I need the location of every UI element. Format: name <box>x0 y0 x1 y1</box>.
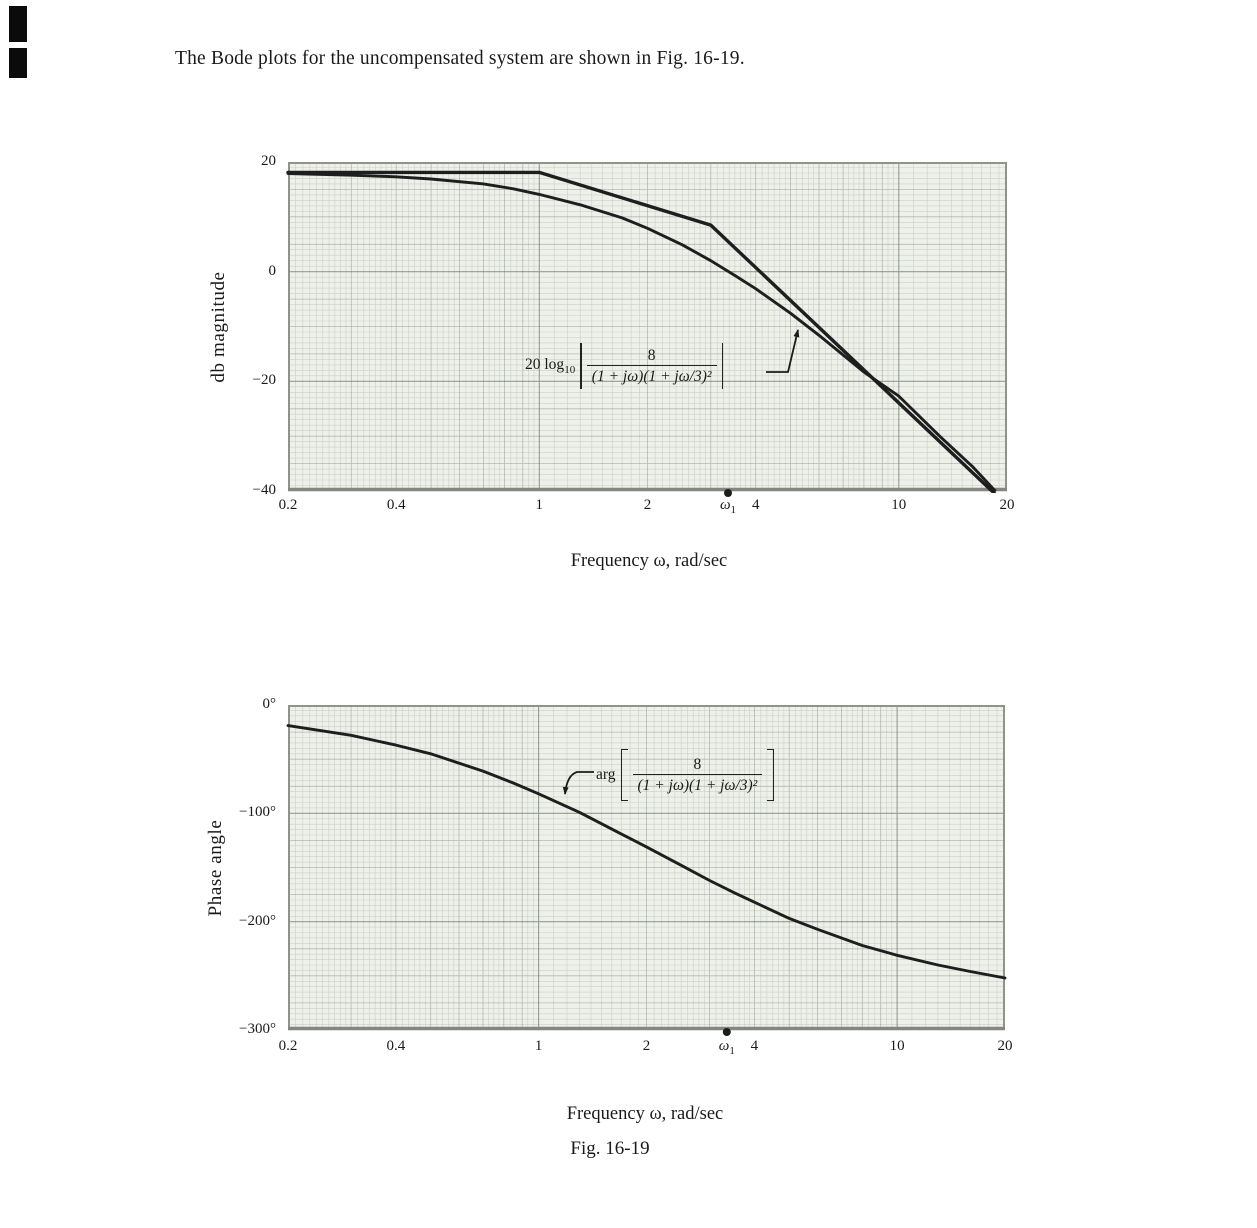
x-tick-label: 0.4 <box>386 1038 406 1054</box>
abs-value-bar-right <box>721 343 724 389</box>
x-tick-label: 2 <box>643 497 652 513</box>
magnitude-x-axis-label: Frequency ω, rad/sec <box>570 551 728 571</box>
y-tick-label: −200° <box>239 912 276 929</box>
x-tick-label: 0.4 <box>386 497 406 513</box>
phase-plot-canvas <box>286 705 1007 1036</box>
phase-y-tick-labels: 0° −100° −200° −300° <box>222 696 280 1037</box>
magnitude-curve-annotation: 20 log10 8 (1 + jω)(1 + jω/3)² <box>525 343 724 389</box>
scan-artifact-mark <box>9 48 27 78</box>
x-tick-label: 10 <box>889 1038 905 1054</box>
y-tick-label: 20 <box>261 153 276 169</box>
magnitude-plot-canvas <box>286 162 1007 497</box>
abs-value-bar-left <box>580 343 582 389</box>
x-tick-omega1: ω1 <box>719 497 737 516</box>
x-tick-label: 20 <box>997 1038 1013 1054</box>
scan-artifact-mark <box>9 6 27 42</box>
figure-caption: Fig. 16-19 <box>570 1138 650 1159</box>
bracket-left <box>620 749 628 801</box>
magnitude-x-tick-labels: 0.2 0.4 1 2 ω1 4 10 20 <box>279 497 1015 523</box>
x-tick-label: 20 <box>999 497 1015 513</box>
x-tick-label: 10 <box>891 497 907 513</box>
x-tick-label: 0.2 <box>278 1038 298 1054</box>
x-tick-label: 1 <box>534 1038 543 1054</box>
x-tick-label: 4 <box>751 497 760 513</box>
y-tick-label: −300° <box>239 1021 276 1037</box>
y-tick-label: 0° <box>262 696 277 712</box>
phase-curve-annotation: arg 8 (1 + jω)(1 + jω/3)² <box>596 749 775 801</box>
x-tick-omega1: ω1 <box>718 1038 735 1057</box>
transfer-function-fraction: 8 (1 + jω)(1 + jω/3)² <box>586 347 717 386</box>
phase-x-axis-label: Frequency ω, rad/sec <box>566 1104 724 1124</box>
y-tick-label: −40 <box>252 482 276 498</box>
bracket-right <box>767 749 775 801</box>
annotation-prefix: 20 log10 <box>525 355 576 377</box>
phase-plot-area: arg 8 (1 + jω)(1 + jω/3)² <box>286 705 1007 1036</box>
phase-x-tick-labels: 0.2 0.4 1 2 ω1 4 10 20 <box>279 1038 1013 1064</box>
x-tick-label: 1 <box>535 497 544 513</box>
transfer-function-fraction: 8 (1 + jω)(1 + jω/3)² <box>632 756 763 795</box>
intro-text: The Bode plots for the uncompensated sys… <box>175 48 745 69</box>
annotation-prefix: arg <box>596 766 616 783</box>
x-tick-label: 2 <box>642 1038 651 1054</box>
magnitude-plot-area: 20 log10 8 (1 + jω)(1 + jω/3)² <box>286 162 1007 497</box>
magnitude-y-tick-labels: 20 0 −20 −40 <box>222 153 280 498</box>
x-tick-label: 4 <box>750 1038 759 1054</box>
y-tick-label: 0 <box>268 262 277 279</box>
x-tick-label: 0.2 <box>278 497 298 513</box>
y-tick-label: −100° <box>239 804 276 821</box>
y-tick-label: −20 <box>252 372 276 389</box>
